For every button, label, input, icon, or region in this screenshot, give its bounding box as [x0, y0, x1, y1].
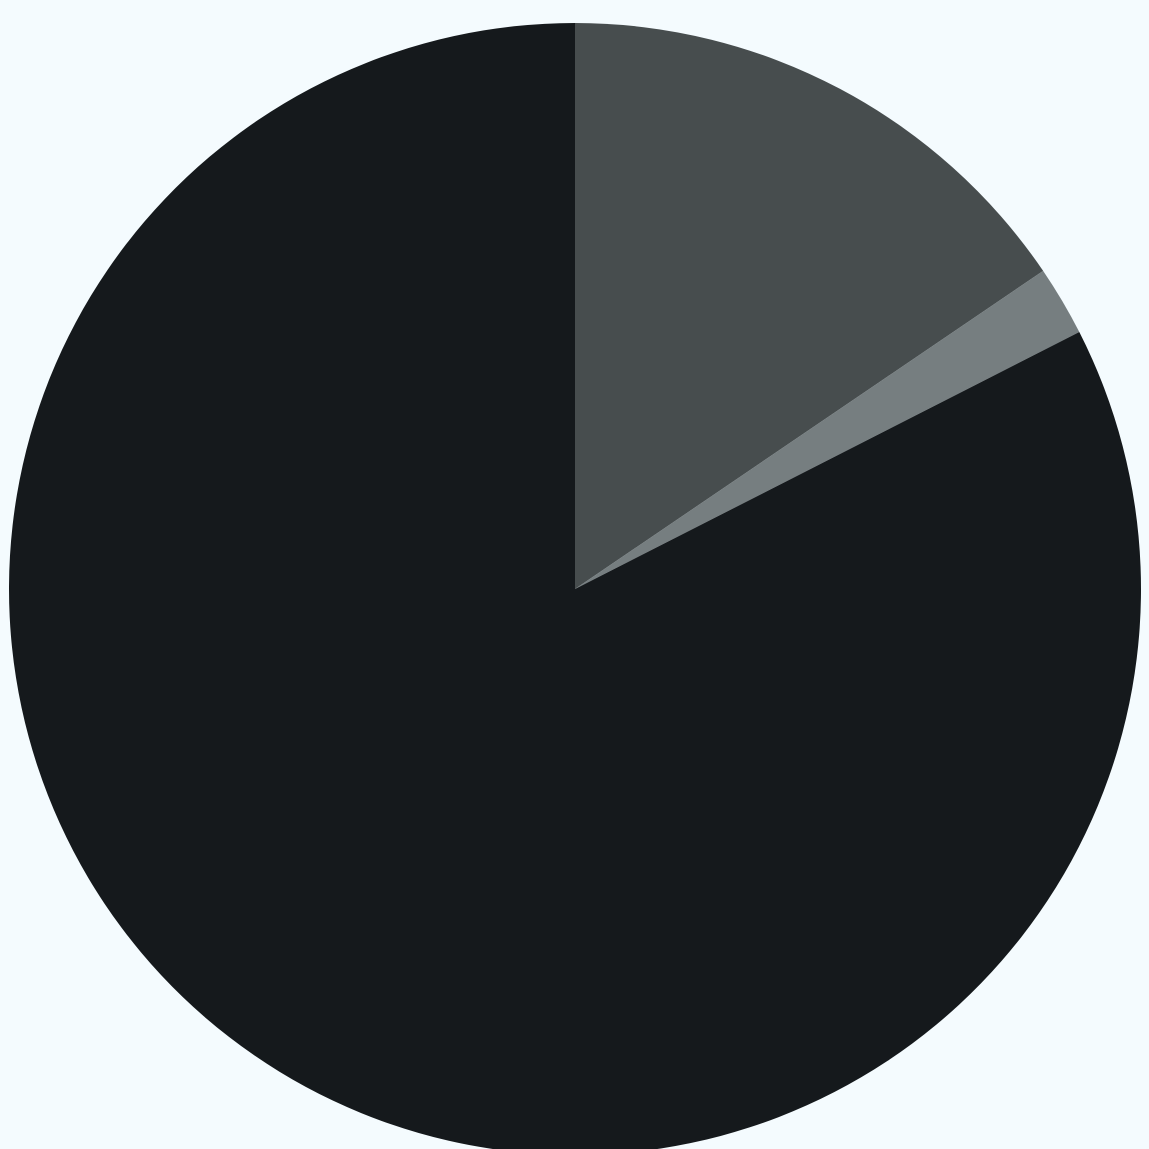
pie-slice-2	[575, 270, 1080, 589]
pie-slice-3	[9, 23, 1141, 1149]
pie-slice-1	[575, 23, 1044, 589]
pie-slices	[9, 23, 1141, 1149]
